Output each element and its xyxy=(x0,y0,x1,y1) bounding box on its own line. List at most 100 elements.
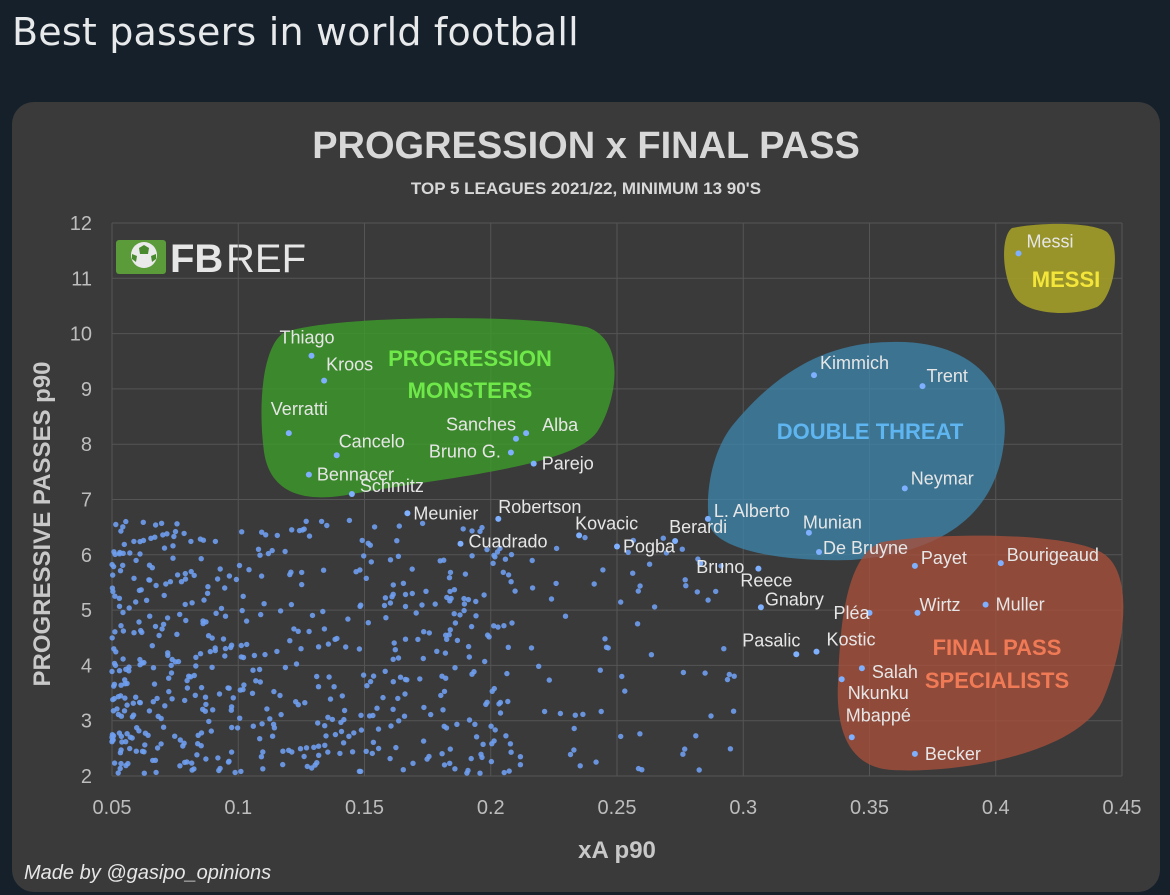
data-point xyxy=(472,721,478,727)
player-point[interactable] xyxy=(333,452,340,459)
player-label: Thiago xyxy=(280,328,335,348)
player-point[interactable] xyxy=(523,430,530,437)
data-point xyxy=(197,651,204,657)
data-point xyxy=(426,630,432,636)
player-point[interactable] xyxy=(911,750,918,757)
data-point xyxy=(257,736,263,742)
data-point xyxy=(446,575,453,581)
data-point xyxy=(508,551,515,558)
data-point xyxy=(112,662,119,669)
data-point xyxy=(324,522,330,529)
chart-card[interactable]: PROGRESSION x FINAL PASS TOP 5 LEAGUES 2… xyxy=(12,102,1160,892)
player-point[interactable] xyxy=(321,377,328,384)
player-point[interactable] xyxy=(813,648,820,655)
data-point xyxy=(497,545,503,552)
data-point xyxy=(680,669,687,676)
data-point xyxy=(461,601,468,607)
player-point[interactable] xyxy=(530,460,537,467)
player-point[interactable] xyxy=(672,538,679,544)
player-point[interactable] xyxy=(793,651,800,658)
data-point xyxy=(517,762,524,768)
data-point xyxy=(217,566,223,572)
data-point xyxy=(382,668,388,674)
data-point xyxy=(369,750,375,757)
data-point xyxy=(358,712,364,718)
data-point xyxy=(409,566,415,572)
data-point xyxy=(529,557,535,564)
data-point xyxy=(225,685,231,691)
data-point xyxy=(117,568,124,574)
player-point[interactable] xyxy=(805,529,812,536)
data-point xyxy=(370,673,377,679)
data-point xyxy=(438,692,444,699)
data-point xyxy=(696,767,702,773)
player-point[interactable] xyxy=(997,560,1004,567)
data-point xyxy=(138,627,144,634)
player-point[interactable] xyxy=(457,540,464,547)
data-point xyxy=(447,627,453,633)
player-point[interactable] xyxy=(982,601,989,608)
data-point xyxy=(118,528,124,534)
data-point xyxy=(387,557,394,563)
player-point[interactable] xyxy=(1015,250,1022,257)
player-point[interactable] xyxy=(816,549,822,555)
progression-monsters-label-line1: PROGRESSION xyxy=(388,346,552,371)
player-point[interactable] xyxy=(513,435,519,442)
data-point xyxy=(572,712,578,718)
data-point xyxy=(331,684,337,690)
player-point[interactable] xyxy=(704,515,711,522)
player-point[interactable] xyxy=(404,510,411,517)
player-point[interactable] xyxy=(901,485,908,492)
data-point xyxy=(512,588,518,594)
data-point xyxy=(477,528,483,535)
player-label: Alba xyxy=(542,415,579,435)
player-point[interactable] xyxy=(348,491,355,497)
player-point[interactable] xyxy=(858,665,865,672)
data-point xyxy=(312,762,318,768)
player-point[interactable] xyxy=(848,734,855,741)
player-point[interactable] xyxy=(755,565,762,572)
data-point xyxy=(618,733,624,740)
player-point[interactable] xyxy=(614,543,620,550)
player-point[interactable] xyxy=(308,352,315,359)
data-point xyxy=(277,692,283,699)
data-point xyxy=(146,708,153,714)
data-point xyxy=(215,755,221,761)
data-point xyxy=(682,577,688,583)
player-point[interactable] xyxy=(576,532,583,539)
data-point xyxy=(357,603,363,609)
player-point[interactable] xyxy=(811,372,817,379)
player-point[interactable] xyxy=(507,449,514,456)
player-point[interactable] xyxy=(305,471,312,478)
data-point xyxy=(267,716,273,722)
data-point xyxy=(116,603,123,609)
y-tick-label: 9 xyxy=(81,379,92,401)
data-point xyxy=(497,710,504,716)
data-point xyxy=(222,653,228,659)
player-point[interactable] xyxy=(838,676,845,683)
data-point xyxy=(109,739,115,745)
player-point[interactable] xyxy=(911,562,918,569)
data-point xyxy=(490,560,496,566)
player-point[interactable] xyxy=(697,560,704,567)
data-point xyxy=(256,666,263,673)
player-point[interactable] xyxy=(757,604,764,611)
data-point xyxy=(124,731,130,737)
data-point xyxy=(239,529,245,535)
player-point[interactable] xyxy=(919,383,926,390)
data-point xyxy=(182,570,188,577)
player-point[interactable] xyxy=(866,609,873,616)
data-point xyxy=(468,623,475,630)
data-point xyxy=(163,581,169,587)
data-point xyxy=(402,591,409,598)
player-point[interactable] xyxy=(914,609,921,616)
player-point[interactable] xyxy=(495,515,502,522)
data-point xyxy=(154,745,161,751)
data-point xyxy=(170,543,176,549)
data-point xyxy=(420,655,426,662)
data-point xyxy=(250,723,256,729)
data-point xyxy=(630,570,636,576)
data-point xyxy=(306,628,312,635)
player-point[interactable] xyxy=(285,430,292,437)
player-label: Pléa xyxy=(834,603,871,623)
